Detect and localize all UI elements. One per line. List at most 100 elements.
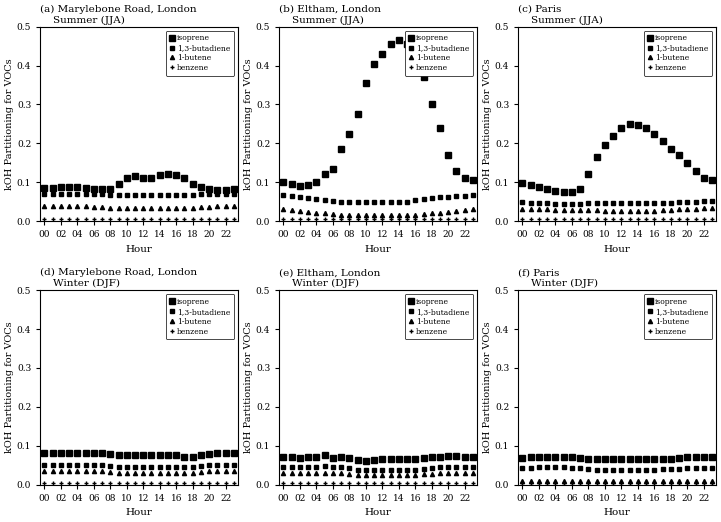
Line: 1-butene: 1-butene bbox=[43, 204, 236, 210]
1-butene bbox=[40, 468, 48, 474]
1-butene bbox=[403, 472, 412, 478]
isoprene bbox=[601, 142, 609, 148]
1-butene bbox=[534, 478, 543, 484]
benzene bbox=[65, 216, 74, 222]
isoprene bbox=[642, 456, 650, 462]
isoprene bbox=[666, 146, 675, 152]
1-butene bbox=[164, 470, 172, 476]
1-butene bbox=[73, 203, 81, 209]
isoprene bbox=[139, 174, 148, 181]
benzene bbox=[89, 480, 98, 486]
isoprene bbox=[279, 179, 288, 185]
isoprene bbox=[708, 454, 717, 460]
isoprene bbox=[156, 452, 164, 458]
1,3-butadiene bbox=[609, 467, 617, 473]
isoprene bbox=[213, 187, 222, 193]
benzene bbox=[518, 480, 526, 486]
Line: 1,3-butadiene: 1,3-butadiene bbox=[43, 192, 236, 197]
benzene bbox=[403, 480, 412, 486]
isoprene bbox=[543, 186, 552, 193]
benzene bbox=[386, 480, 395, 486]
1,3-butadiene bbox=[518, 199, 526, 206]
isoprene bbox=[205, 451, 213, 457]
1-butene bbox=[156, 470, 164, 476]
benzene bbox=[444, 216, 453, 222]
benzene bbox=[139, 216, 148, 222]
1,3-butadiene bbox=[567, 200, 576, 207]
Line: benzene: benzene bbox=[520, 480, 715, 485]
isoprene bbox=[180, 454, 189, 460]
1,3-butadiene bbox=[411, 197, 420, 203]
isoprene bbox=[469, 454, 477, 460]
isoprene bbox=[650, 456, 658, 462]
isoprene bbox=[419, 74, 428, 80]
isoprene bbox=[172, 172, 180, 179]
1-butene bbox=[89, 468, 98, 474]
1-butene bbox=[40, 203, 48, 209]
benzene bbox=[180, 480, 189, 486]
isoprene bbox=[691, 454, 700, 460]
1,3-butadiene bbox=[642, 467, 650, 473]
1-butene bbox=[551, 207, 559, 213]
isoprene bbox=[370, 61, 379, 67]
benzene bbox=[353, 216, 362, 222]
1-butene bbox=[576, 207, 585, 213]
benzene bbox=[229, 480, 238, 486]
isoprene bbox=[534, 184, 543, 190]
isoprene bbox=[592, 456, 601, 462]
benzene bbox=[81, 216, 90, 222]
1-butene bbox=[131, 205, 139, 211]
benzene bbox=[559, 216, 568, 222]
isoprene bbox=[329, 455, 337, 461]
1-butene bbox=[675, 478, 684, 484]
1-butene bbox=[329, 470, 337, 477]
1,3-butadiene bbox=[675, 466, 684, 472]
1-butene bbox=[304, 209, 312, 215]
1,3-butadiene bbox=[394, 467, 403, 473]
benzene bbox=[452, 216, 461, 222]
1,3-butadiene bbox=[576, 200, 585, 207]
1-butene bbox=[370, 212, 379, 218]
1,3-butadiene bbox=[419, 466, 428, 472]
1-butene bbox=[691, 206, 700, 212]
benzene bbox=[320, 216, 329, 222]
1,3-butadiene bbox=[543, 464, 552, 470]
1,3-butadiene bbox=[229, 191, 238, 197]
benzene bbox=[617, 480, 626, 486]
Line: 1,3-butadiene: 1,3-butadiene bbox=[43, 463, 236, 469]
X-axis label: Hour: Hour bbox=[603, 508, 631, 517]
Y-axis label: kOH Partitioning for VOCs: kOH Partitioning for VOCs bbox=[244, 322, 253, 453]
X-axis label: Hour: Hour bbox=[365, 508, 392, 517]
1-butene bbox=[337, 211, 345, 218]
isoprene bbox=[180, 175, 189, 182]
1-butene bbox=[197, 204, 205, 210]
1-butene bbox=[156, 205, 164, 211]
1,3-butadiene bbox=[164, 192, 172, 198]
benzene bbox=[147, 480, 156, 486]
1,3-butadiene bbox=[378, 467, 386, 473]
1-butene bbox=[708, 205, 717, 211]
1,3-butadiene bbox=[197, 191, 205, 197]
1,3-butadiene bbox=[287, 193, 296, 199]
1,3-butadiene bbox=[312, 464, 321, 470]
1,3-butadiene bbox=[386, 467, 395, 473]
1-butene bbox=[213, 468, 222, 474]
isoprene bbox=[683, 160, 691, 166]
isoprene bbox=[411, 61, 420, 67]
benzene bbox=[658, 216, 667, 222]
1,3-butadiene bbox=[312, 195, 321, 201]
1-butene bbox=[469, 206, 477, 212]
isoprene bbox=[147, 452, 156, 458]
1,3-butadiene bbox=[435, 464, 444, 470]
1-butene bbox=[287, 470, 296, 476]
isoprene bbox=[164, 452, 172, 458]
isoprene bbox=[312, 179, 321, 185]
1,3-butadiene bbox=[287, 464, 296, 470]
Y-axis label: kOH Partitioning for VOCs: kOH Partitioning for VOCs bbox=[483, 58, 492, 189]
1-butene bbox=[361, 472, 370, 478]
1-butene bbox=[378, 212, 386, 218]
benzene bbox=[131, 480, 139, 486]
benzene bbox=[650, 216, 658, 222]
1,3-butadiene bbox=[65, 191, 74, 197]
Text: (c) Paris
    Summer (JJA): (c) Paris Summer (JJA) bbox=[518, 5, 603, 25]
